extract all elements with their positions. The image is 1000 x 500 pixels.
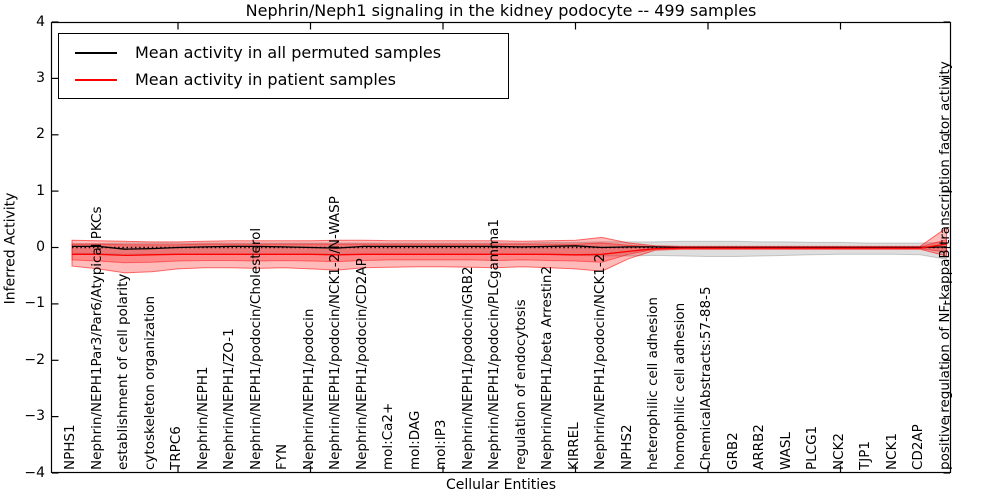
x-category-label: WASL — [777, 432, 794, 470]
y-tick-label: −1 — [24, 295, 45, 312]
series-line-patient — [72, 243, 947, 257]
x-category-label: Nephrin/NEPH1/podocin/CD2AP — [353, 258, 370, 470]
x-category-label: cytoskeleton organization — [141, 295, 158, 470]
x-category-label: PLCG1 — [804, 425, 820, 470]
x-category-label: establishment of cell polarity — [115, 273, 131, 470]
legend-item-patient: Mean activity in patient samples — [59, 66, 508, 93]
x-category-label: Nephrin/NEPH1/ZO-1 — [221, 328, 237, 470]
x-category-label: heterophilic cell adhesion — [645, 297, 661, 470]
x-category-label: Nephrin/NEPH1/podocin/NCK1-2 — [592, 253, 608, 470]
x-category-label: NPHS1 — [62, 424, 78, 470]
legend-line-black-icon — [75, 51, 117, 54]
y-tick-label: −4 — [24, 464, 45, 481]
y-tick-label: 1 — [36, 182, 45, 199]
x-category-label: Nephrin/NEPH1/podocin/PLCgamma1 — [486, 218, 502, 470]
y-tick-label: −3 — [24, 408, 45, 425]
x-axis-label: Cellular Entities — [445, 477, 557, 493]
legend: Mean activity in all permuted samples Me… — [58, 33, 509, 99]
x-category-label: Nephrin/NEPH1/podocin/Cholesterol — [247, 227, 264, 470]
x-category-label: CD2AP — [910, 424, 926, 470]
legend-line-red-icon — [75, 78, 117, 81]
legend-label-patient: Mean activity in patient samples — [135, 70, 396, 89]
x-category-label: ChemicalAbstracts:57-88-5 — [698, 286, 714, 470]
x-category-label: NCK2 — [830, 433, 847, 470]
x-category-label: Nephrin/NEPH1/podocin/NCK1-2/N-WASP — [327, 196, 343, 470]
x-category-label: Nephrin/NEPH1/podocin/GRB2 — [459, 266, 476, 470]
y-tick-label: 2 — [36, 126, 45, 143]
x-category-label: TRPC6 — [168, 426, 184, 470]
x-category-label: mol:IP3 — [433, 419, 449, 470]
legend-item-permuted: Mean activity in all permuted samples — [59, 39, 508, 66]
y-tick-label: 4 — [36, 13, 45, 30]
x-category-label: ARRB2 — [751, 424, 767, 470]
x-category-label: NPHS2 — [618, 424, 635, 470]
patient-std-inner-band — [71, 238, 947, 264]
patient-std-outer-band — [71, 226, 947, 274]
x-category-label: mol:Ca2+ — [380, 402, 396, 470]
x-category-label: GRB2 — [724, 432, 741, 470]
y-tick-label: 0 — [36, 239, 45, 255]
x-category-label: positive regulation of NF-kappaB transcr… — [936, 61, 953, 470]
x-category-label: regulation of endocytosis — [512, 299, 529, 470]
x-category-label: KIRREL — [565, 422, 582, 470]
x-category-label: Nephrin/NEPH1Par3/Par6/Atypical PKCs — [88, 206, 105, 471]
x-category-label: Nephrin/NEPH1/podocin — [300, 308, 317, 470]
y-tick-label: −2 — [24, 351, 45, 368]
legend-label-permuted: Mean activity in all permuted samples — [135, 43, 442, 62]
x-category-label: Nephrin/NEPH1 — [194, 366, 211, 470]
x-category-label: Nephrin/NEPH1/beta Arrestin2 — [539, 265, 555, 470]
plot-frame — [50, 21, 952, 474]
x-category-label: FYN — [274, 443, 290, 470]
chart-title: Nephrin/Neph1 signaling in the kidney po… — [245, 1, 757, 20]
x-category-label: homophilic cell adhesion — [671, 302, 688, 470]
x-category-label: TJP1 — [857, 441, 873, 470]
x-category-label: mol:DAG — [406, 410, 423, 470]
y-tick-label: 3 — [36, 69, 45, 86]
x-category-label: NCK1 — [883, 433, 900, 470]
